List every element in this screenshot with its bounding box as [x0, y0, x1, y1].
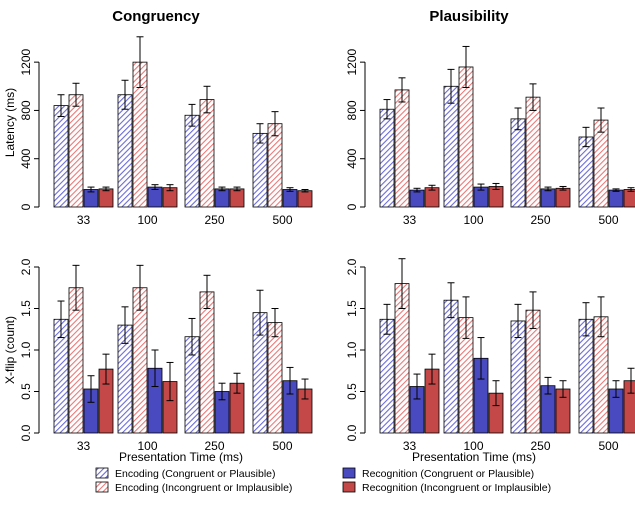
y-tick-label: 2.0	[19, 258, 33, 275]
x-tick-label: 100	[137, 439, 157, 453]
panel-title: Congruency	[112, 8, 200, 25]
y-tick-label: 0.5	[345, 383, 359, 400]
bar	[214, 188, 230, 208]
y-tick-label: 2.0	[345, 258, 359, 275]
bar	[68, 94, 84, 208]
bar	[623, 189, 635, 208]
bar	[443, 85, 459, 208]
legend-label: Encoding (Congruent or Plausible)	[115, 468, 276, 480]
y-tick-label: 0	[19, 203, 33, 210]
x-tick-label: 250	[204, 213, 224, 227]
x-tick-label: 250	[204, 439, 224, 453]
y-axis-label: X-flip (count)	[3, 316, 17, 384]
x-tick-label: 500	[272, 213, 292, 227]
bar	[229, 188, 245, 208]
y-tick-label: 1.0	[345, 341, 359, 358]
bar	[525, 96, 541, 208]
bar	[252, 132, 268, 208]
legend: Encoding (Congruent or Plausible) Encodin…	[95, 467, 551, 494]
legend-item: Encoding (Congruent or Plausible)	[95, 467, 276, 480]
bar	[608, 189, 624, 208]
bar	[379, 318, 395, 434]
bar	[267, 322, 283, 434]
legend-swatch	[95, 467, 109, 479]
bar	[98, 188, 114, 208]
x-tick-label: 250	[530, 213, 550, 227]
bar	[510, 118, 526, 208]
legend-label: Encoding (Incongruent or Implausible)	[115, 482, 292, 494]
y-tick-label: 400	[345, 148, 359, 168]
x-tick-label: 500	[598, 439, 618, 453]
x-tick-label: 500	[272, 439, 292, 453]
bar	[184, 114, 200, 208]
legend-label: Recognition (Incongruent or Implausible)	[362, 482, 551, 494]
bar	[394, 89, 410, 208]
bar	[53, 105, 69, 208]
x-tick-label: 100	[137, 213, 157, 227]
bar	[379, 108, 395, 208]
bar	[443, 299, 459, 434]
x-tick-label: 33	[77, 213, 91, 227]
x-tick-label: 33	[77, 439, 91, 453]
bar	[117, 94, 133, 208]
legend-item: Recognition (Congruent or Plausible)	[342, 467, 534, 480]
legend-item: Encoding (Incongruent or Implausible)	[95, 481, 292, 494]
y-tick-label: 1.0	[19, 341, 33, 358]
y-tick-label: 1200	[19, 48, 33, 75]
bar	[540, 188, 556, 208]
y-tick-label: 800	[345, 100, 359, 120]
y-tick-label: 800	[19, 100, 33, 120]
x-axis-label: Presentation Time (ms)	[412, 450, 536, 464]
bar	[147, 186, 163, 208]
panel-3: 0.0 0.5 1.0 1.5 2.0 X-flip (count) 33 100 250 500…	[3, 258, 313, 464]
y-axis-label: Latency (ms)	[3, 88, 17, 157]
y-tick-label: 0.5	[19, 383, 33, 400]
legend-label: Recognition (Congruent or Plausible)	[362, 468, 534, 480]
y-tick-label: 1.5	[19, 300, 33, 317]
x-axis-label: Presentation Time (ms)	[119, 450, 243, 464]
x-tick-label: 33	[403, 213, 417, 227]
panel-2: Plausibility 0 400 800 1200 33 100 250 500	[345, 8, 635, 227]
y-tick-label: 0	[345, 203, 359, 210]
bar	[409, 189, 425, 208]
panel-title: Plausibility	[429, 8, 509, 25]
legend-item: Recognition (Incongruent or Implausible)	[342, 481, 551, 494]
bar	[297, 190, 313, 208]
bar	[199, 291, 215, 434]
x-tick-label: 100	[463, 213, 483, 227]
y-tick-label: 400	[19, 148, 33, 168]
panel-4: 0.0 0.5 1.0 1.5 2.0 33 100 250 500 Presentation T…	[345, 258, 635, 464]
y-tick-label: 1.5	[345, 300, 359, 317]
bar	[555, 187, 571, 208]
x-tick-label: 500	[598, 213, 618, 227]
bar	[593, 119, 609, 208]
bar	[199, 99, 215, 208]
bar	[282, 189, 298, 208]
bar	[578, 136, 594, 208]
legend-swatch	[342, 481, 356, 493]
x-tick-label: 100	[463, 439, 483, 453]
bar	[623, 380, 635, 434]
y-tick-label: 0.0	[19, 424, 33, 441]
legend-swatch	[342, 467, 356, 479]
y-tick-label: 0.0	[345, 424, 359, 441]
y-tick-label: 1200	[345, 48, 359, 75]
legend-swatch	[95, 481, 109, 493]
x-tick-label: 250	[530, 439, 550, 453]
x-tick-label: 33	[403, 439, 417, 453]
